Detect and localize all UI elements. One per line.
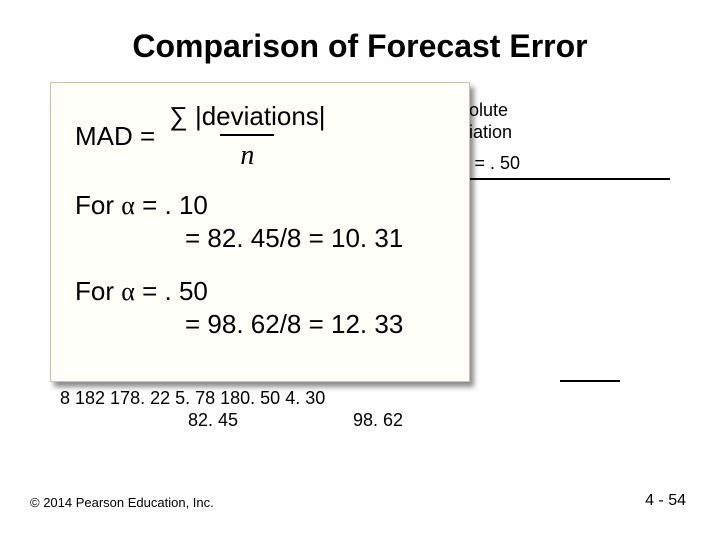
bg-table-rule xyxy=(460,178,670,180)
bg-total-right: 98. 62 xyxy=(313,410,403,431)
for-alpha-10-eq: = 82. 45/8 = 10. 31 xyxy=(185,223,451,254)
for-alpha-10: For α = . 10 xyxy=(75,190,451,221)
mad-numerator: ∑ |deviations| xyxy=(165,101,329,134)
bg-total-left: 82. 45 xyxy=(188,410,268,431)
footer-copyright: © 2014 Pearson Education, Inc. xyxy=(30,495,214,510)
mad-equation: MAD = ∑ |deviations| n xyxy=(75,101,451,172)
for-alpha-50-eq: = 98. 62/8 = 12. 33 xyxy=(185,309,451,340)
footer-page: 4 - 54 xyxy=(645,492,686,510)
slide-container: Comparison of Forecast Error solute viat… xyxy=(0,0,720,540)
mad-denominator: n xyxy=(220,134,274,172)
mad-fraction: ∑ |deviations| n xyxy=(165,101,329,172)
bg-data-row: 8 182 178. 22 5. 78 180. 50 4. 30 xyxy=(60,388,325,409)
bg-alpha-right-text: = . 50 xyxy=(469,153,520,173)
bg-totals: 82. 45 98. 62 xyxy=(188,410,403,431)
bg-total-rule xyxy=(560,380,620,382)
slide-title: Comparison of Forecast Error xyxy=(0,0,720,65)
for-alpha-50: For α = . 50 xyxy=(75,276,451,307)
formula-overlay: MAD = ∑ |deviations| n For α = . 10 = 82… xyxy=(50,82,470,382)
mad-label: MAD = xyxy=(75,121,155,152)
